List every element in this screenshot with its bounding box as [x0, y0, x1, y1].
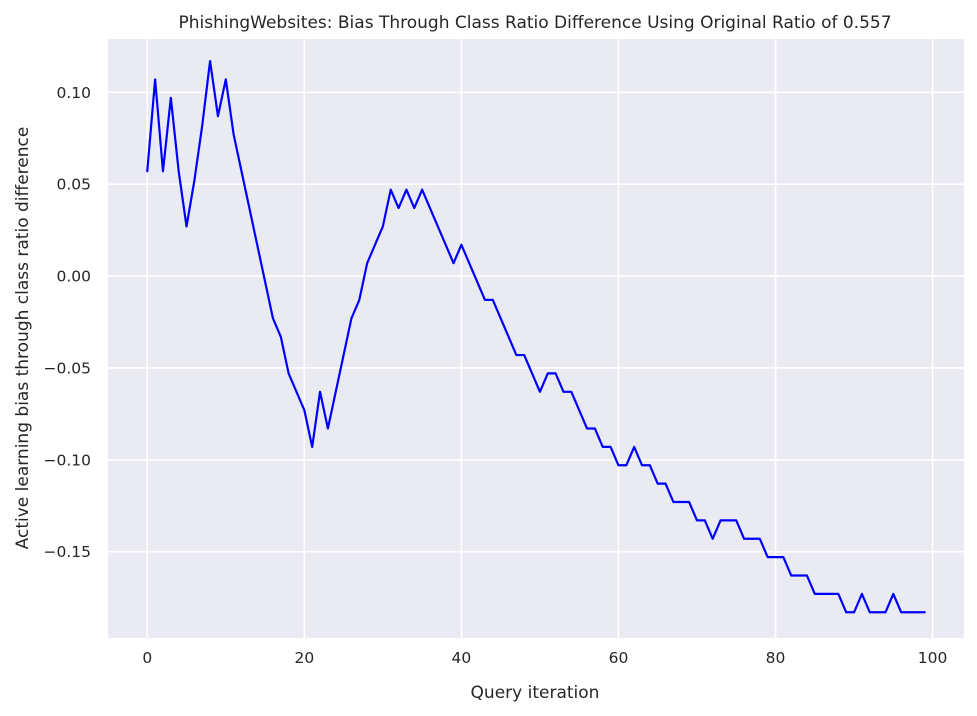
y-axis: 0.10 0.05 0.00 −0.05 −0.10 −0.15	[44, 84, 92, 561]
x-tick-label: 60	[609, 649, 629, 667]
y-axis-label: Active learning bias through class ratio…	[13, 127, 33, 550]
y-tick-label: 0.10	[56, 84, 91, 102]
y-tick-label: −0.05	[44, 359, 92, 377]
chart-title: PhishingWebsites: Bias Through Class Rat…	[178, 13, 891, 33]
series-line	[146, 59, 926, 614]
x-axis: 0 20 40 60 80 100	[142, 649, 947, 667]
y-tick-label: −0.10	[44, 451, 92, 469]
plot-area	[108, 39, 964, 638]
x-tick-label: 20	[294, 649, 314, 667]
grid-lines	[108, 39, 964, 638]
x-axis-label: Query iteration	[471, 683, 600, 703]
x-tick-label: 40	[452, 649, 472, 667]
y-tick-label: 0.05	[56, 176, 91, 194]
x-tick-label: 80	[766, 649, 786, 667]
y-tick-label: 0.00	[56, 268, 91, 286]
x-tick-label: 0	[142, 649, 152, 667]
x-tick-label: 100	[918, 649, 948, 667]
y-tick-label: −0.15	[44, 543, 92, 561]
series-group	[146, 59, 926, 614]
